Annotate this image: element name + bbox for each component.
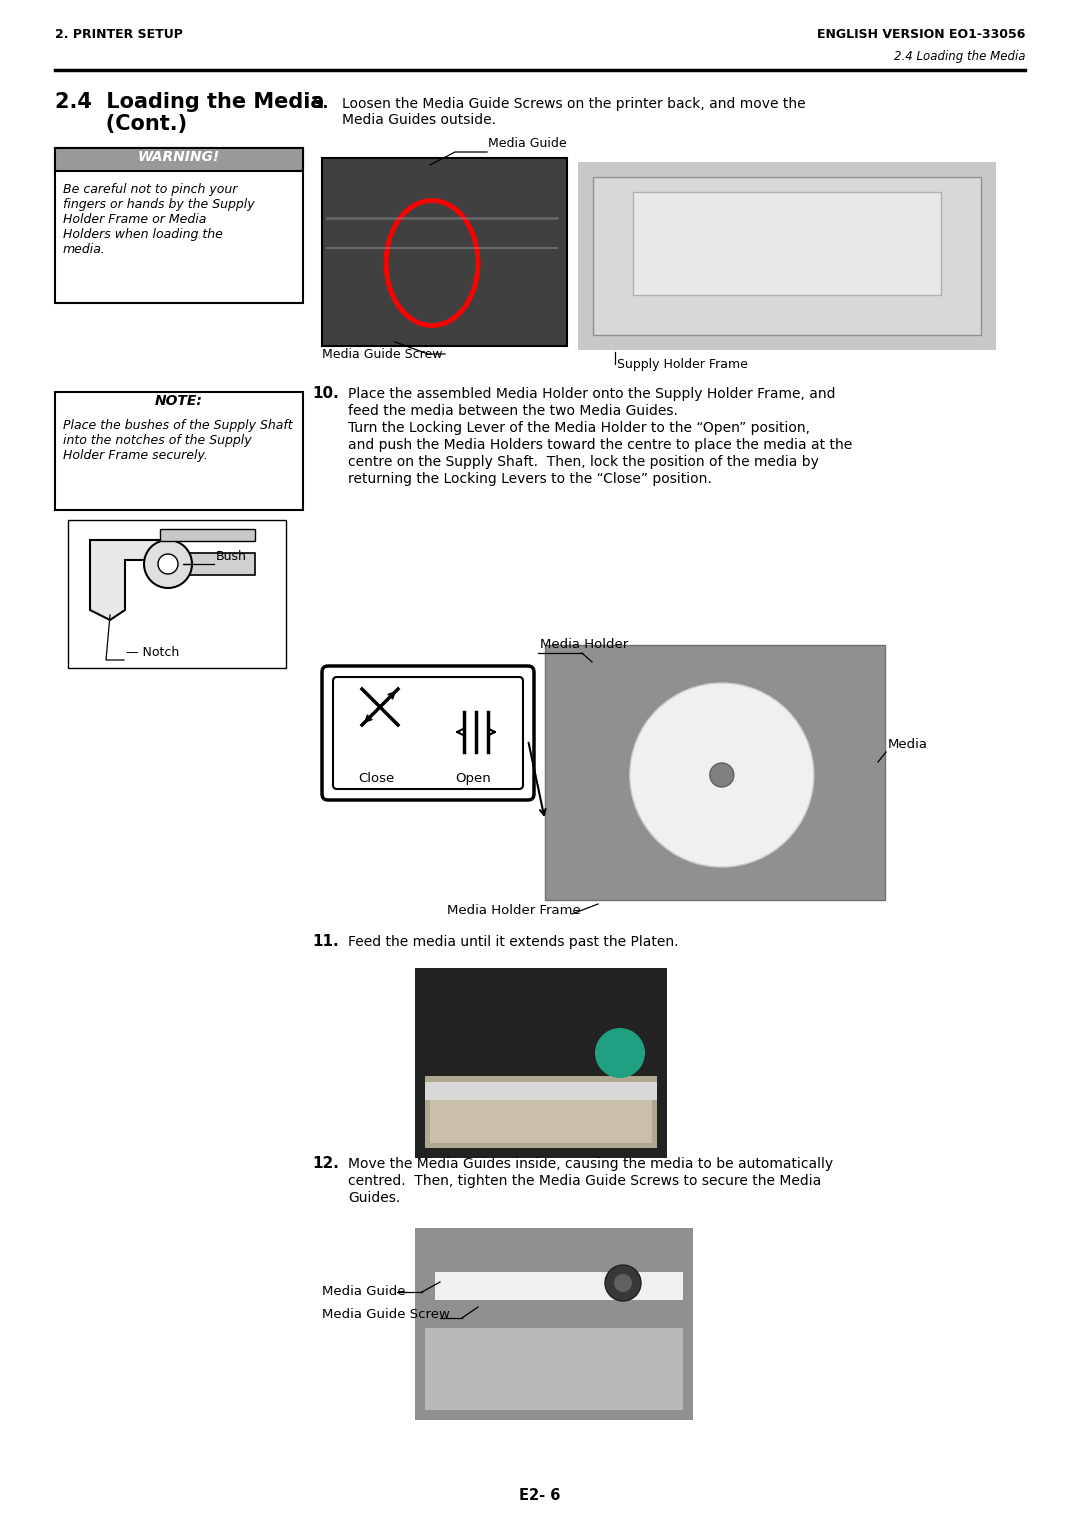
FancyBboxPatch shape [415, 1229, 693, 1420]
Text: (Cont.): (Cont.) [55, 115, 187, 134]
Circle shape [630, 683, 814, 866]
Text: feed the media between the two Media Guides.: feed the media between the two Media Gui… [348, 403, 678, 419]
FancyBboxPatch shape [593, 177, 981, 335]
FancyBboxPatch shape [160, 553, 255, 575]
Text: Supply Holder Frame: Supply Holder Frame [617, 358, 747, 371]
Text: 9.: 9. [312, 96, 328, 112]
FancyBboxPatch shape [55, 148, 303, 303]
FancyBboxPatch shape [578, 162, 996, 350]
Text: Open: Open [455, 772, 491, 785]
Text: 11.: 11. [312, 934, 339, 949]
Text: — Notch: — Notch [126, 646, 179, 659]
FancyBboxPatch shape [545, 645, 885, 900]
Text: Media Guide Screw: Media Guide Screw [322, 1308, 450, 1322]
Circle shape [595, 1028, 645, 1077]
FancyBboxPatch shape [426, 1076, 657, 1148]
Text: Turn the Locking Lever of the Media Holder to the “Open” position,: Turn the Locking Lever of the Media Hold… [348, 422, 810, 435]
Circle shape [615, 1274, 632, 1293]
Text: Media Holder: Media Holder [540, 639, 629, 651]
Text: Media Holder Frame: Media Holder Frame [447, 905, 581, 917]
Text: Move the Media Guides inside, causing the media to be automatically: Move the Media Guides inside, causing th… [348, 1157, 833, 1170]
FancyBboxPatch shape [55, 148, 303, 171]
Text: 2.4  Loading the Media: 2.4 Loading the Media [55, 92, 324, 112]
Text: returning the Locking Levers to the “Close” position.: returning the Locking Levers to the “Clo… [348, 472, 712, 486]
FancyBboxPatch shape [426, 1328, 683, 1410]
FancyBboxPatch shape [322, 157, 567, 345]
FancyBboxPatch shape [68, 520, 286, 668]
Text: Feed the media until it extends past the Platen.: Feed the media until it extends past the… [348, 935, 678, 949]
FancyBboxPatch shape [430, 1088, 652, 1143]
Circle shape [144, 539, 192, 588]
FancyBboxPatch shape [633, 193, 941, 295]
Text: 2. PRINTER SETUP: 2. PRINTER SETUP [55, 28, 183, 41]
Text: 2.4 Loading the Media: 2.4 Loading the Media [893, 50, 1025, 63]
Text: Loosen the Media Guide Screws on the printer back, and move the: Loosen the Media Guide Screws on the pri… [342, 96, 806, 112]
Text: 12.: 12. [312, 1157, 339, 1170]
FancyBboxPatch shape [333, 677, 523, 788]
FancyBboxPatch shape [435, 1271, 683, 1300]
Text: Media Guide: Media Guide [488, 138, 567, 150]
Text: Close: Close [357, 772, 394, 785]
Text: NOTE:: NOTE: [156, 394, 203, 408]
FancyBboxPatch shape [415, 969, 667, 1158]
Text: Bush: Bush [216, 550, 247, 562]
Text: centre on the Supply Shaft.  Then, lock the position of the media by: centre on the Supply Shaft. Then, lock t… [348, 455, 819, 469]
FancyBboxPatch shape [160, 529, 255, 541]
Text: Media Guides outside.: Media Guides outside. [342, 113, 496, 127]
Text: Place the assembled Media Holder onto the Supply Holder Frame, and: Place the assembled Media Holder onto th… [348, 387, 836, 400]
Text: Media: Media [888, 738, 928, 750]
Text: centred.  Then, tighten the Media Guide Screws to secure the Media: centred. Then, tighten the Media Guide S… [348, 1174, 821, 1187]
Text: 10.: 10. [312, 387, 339, 400]
Text: Guides.: Guides. [348, 1190, 401, 1206]
FancyBboxPatch shape [426, 1082, 657, 1100]
Circle shape [710, 762, 733, 787]
Polygon shape [90, 539, 160, 620]
Text: Place the bushes of the Supply Shaft
into the notches of the Supply
Holder Frame: Place the bushes of the Supply Shaft int… [63, 419, 293, 461]
Text: Media Guide Screw: Media Guide Screw [322, 348, 443, 361]
Circle shape [605, 1265, 642, 1300]
Circle shape [158, 555, 178, 575]
Text: Be careful not to pinch your
fingers or hands by the Supply
Holder Frame or Medi: Be careful not to pinch your fingers or … [63, 183, 255, 257]
Text: and push the Media Holders toward the centre to place the media at the: and push the Media Holders toward the ce… [348, 439, 852, 452]
FancyBboxPatch shape [55, 393, 303, 510]
Text: WARNING!: WARNING! [138, 150, 220, 163]
Text: Media Guide: Media Guide [322, 1285, 405, 1297]
Text: E2- 6: E2- 6 [519, 1488, 561, 1504]
Text: ENGLISH VERSION EO1-33056: ENGLISH VERSION EO1-33056 [816, 28, 1025, 41]
FancyBboxPatch shape [322, 666, 534, 801]
